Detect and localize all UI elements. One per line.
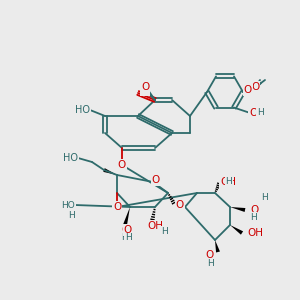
Polygon shape	[123, 207, 130, 226]
Text: HO: HO	[75, 105, 90, 115]
Text: O: O	[113, 202, 121, 212]
Text: H: H	[68, 211, 75, 220]
Text: O: O	[118, 160, 126, 170]
Text: O: O	[141, 85, 149, 95]
Text: O: O	[152, 175, 160, 185]
Text: O: O	[124, 225, 132, 235]
Polygon shape	[230, 207, 245, 212]
Text: OH: OH	[147, 221, 163, 231]
Text: H: H	[124, 233, 131, 242]
Text: OH: OH	[247, 228, 263, 238]
Text: O: O	[251, 82, 259, 92]
Text: O: O	[121, 225, 129, 235]
Text: H: H	[226, 178, 232, 187]
Text: O: O	[176, 200, 184, 210]
Text: H: H	[262, 194, 268, 202]
Text: O: O	[206, 250, 214, 260]
Text: OH: OH	[220, 177, 236, 187]
Polygon shape	[215, 240, 220, 253]
Text: O: O	[244, 85, 252, 95]
Text: H: H	[257, 108, 264, 117]
Text: H: H	[160, 226, 167, 236]
Text: H: H	[122, 233, 128, 242]
Text: HO: HO	[61, 200, 75, 209]
Text: H: H	[250, 212, 257, 221]
Text: O: O	[141, 82, 149, 92]
Polygon shape	[103, 168, 117, 175]
Text: HO: HO	[63, 153, 78, 163]
Text: O: O	[250, 205, 258, 215]
Text: OH: OH	[249, 108, 265, 118]
Text: H: H	[207, 259, 213, 268]
Polygon shape	[230, 225, 243, 235]
